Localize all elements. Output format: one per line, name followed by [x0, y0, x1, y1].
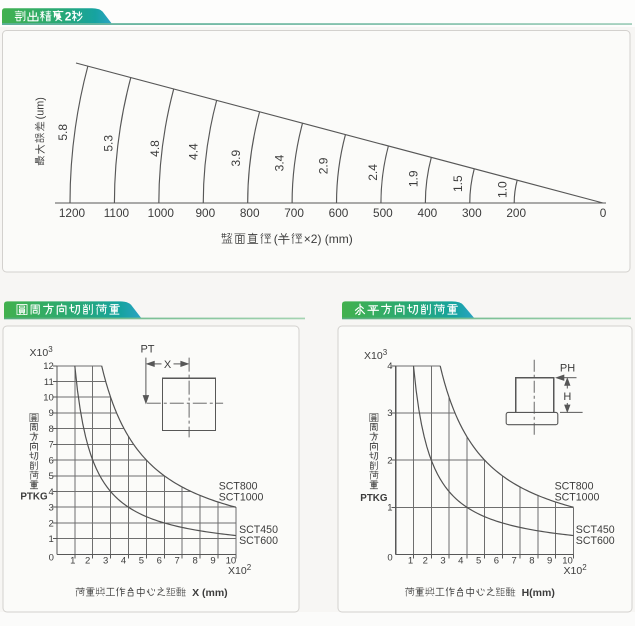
svg-text:800: 800: [240, 206, 260, 220]
svg-text:PT: PT: [140, 344, 154, 356]
svg-text:10: 10: [43, 393, 54, 404]
svg-text:10: 10: [562, 555, 573, 566]
svg-text:3: 3: [103, 555, 108, 566]
svg-text:1: 1: [70, 555, 75, 566]
svg-text:0: 0: [387, 553, 392, 564]
svg-text:2: 2: [387, 455, 392, 466]
svg-text:3.4: 3.4: [272, 154, 286, 171]
svg-text:300: 300: [462, 206, 482, 220]
svg-text:1: 1: [387, 503, 392, 514]
svg-text:(: (: [274, 232, 278, 246]
svg-text:9: 9: [210, 555, 215, 566]
svg-text:1.9: 1.9: [407, 170, 421, 187]
svg-text:2.4: 2.4: [366, 164, 380, 181]
svg-text:4.4: 4.4: [187, 143, 201, 160]
svg-text:1000: 1000: [148, 206, 175, 220]
svg-text:600: 600: [329, 206, 349, 220]
svg-text:500: 500: [373, 206, 393, 220]
svg-text:9: 9: [547, 555, 552, 566]
svg-text:5: 5: [139, 555, 144, 566]
svg-text:SCT600: SCT600: [576, 535, 615, 547]
svg-text:SCT450: SCT450: [576, 524, 615, 536]
svg-text:0: 0: [49, 553, 54, 564]
svg-text:PH: PH: [560, 363, 575, 375]
svg-text:X: X: [164, 359, 172, 371]
svg-text:8: 8: [192, 555, 197, 566]
svg-text:7: 7: [175, 555, 180, 566]
svg-text:1: 1: [408, 555, 413, 566]
svg-text:SCT1000: SCT1000: [219, 492, 264, 504]
svg-text:SCT1000: SCT1000: [555, 492, 600, 504]
svg-text:3.9: 3.9: [229, 150, 243, 167]
svg-text:PTKG: PTKG: [360, 493, 388, 504]
svg-text:9: 9: [49, 408, 54, 419]
svg-text:2: 2: [65, 9, 72, 23]
svg-text:8: 8: [529, 555, 534, 566]
svg-text:5: 5: [49, 471, 54, 482]
svg-text:H(mm): H(mm): [522, 587, 555, 599]
svg-text:4: 4: [49, 487, 54, 498]
svg-text:2: 2: [423, 555, 428, 566]
svg-text:5.3: 5.3: [102, 135, 116, 152]
svg-text:4.8: 4.8: [148, 140, 162, 157]
svg-text:5: 5: [476, 555, 481, 566]
svg-text:×2) (mm): ×2) (mm): [304, 232, 353, 246]
svg-text:(um): (um): [35, 97, 47, 119]
svg-text:900: 900: [195, 206, 215, 220]
svg-text:6: 6: [157, 555, 162, 566]
svg-text:7: 7: [49, 440, 54, 451]
svg-text:2: 2: [49, 518, 54, 529]
svg-text:X102: X102: [228, 563, 252, 577]
svg-text:H: H: [563, 391, 571, 403]
svg-text:SCT800: SCT800: [219, 480, 258, 492]
svg-text:PTKG: PTKG: [20, 492, 48, 503]
svg-text:1.0: 1.0: [495, 181, 509, 198]
svg-text:6: 6: [494, 555, 499, 566]
svg-text:6: 6: [49, 455, 54, 466]
svg-text:0: 0: [600, 206, 607, 220]
svg-text:3: 3: [440, 555, 445, 566]
svg-text:700: 700: [284, 206, 304, 220]
svg-text:5.8: 5.8: [56, 124, 70, 141]
svg-text:7: 7: [512, 555, 517, 566]
svg-text:400: 400: [418, 206, 438, 220]
svg-text:X102: X102: [564, 563, 588, 577]
svg-text:12: 12: [43, 361, 54, 372]
svg-text:3: 3: [387, 408, 392, 419]
svg-text:2.9: 2.9: [317, 157, 331, 174]
svg-text:2: 2: [85, 555, 90, 566]
svg-text:SCT800: SCT800: [555, 480, 594, 492]
svg-text:X103: X103: [30, 345, 54, 359]
svg-text:4: 4: [387, 361, 392, 372]
svg-text:10: 10: [226, 555, 237, 566]
svg-text:8: 8: [49, 424, 54, 435]
svg-text:4: 4: [121, 555, 126, 566]
svg-text:1200: 1200: [59, 206, 86, 220]
svg-text:X (mm): X (mm): [192, 587, 228, 599]
svg-text:X103: X103: [364, 348, 388, 362]
svg-text:4: 4: [458, 555, 463, 566]
svg-text:1: 1: [49, 534, 54, 545]
svg-text:200: 200: [506, 206, 526, 220]
svg-text:3: 3: [49, 503, 54, 514]
svg-text:11: 11: [44, 377, 54, 388]
svg-text:1100: 1100: [104, 206, 130, 220]
svg-text:SCT450: SCT450: [239, 524, 278, 536]
svg-text:1.5: 1.5: [451, 175, 465, 192]
svg-text:SCT600: SCT600: [239, 535, 278, 547]
